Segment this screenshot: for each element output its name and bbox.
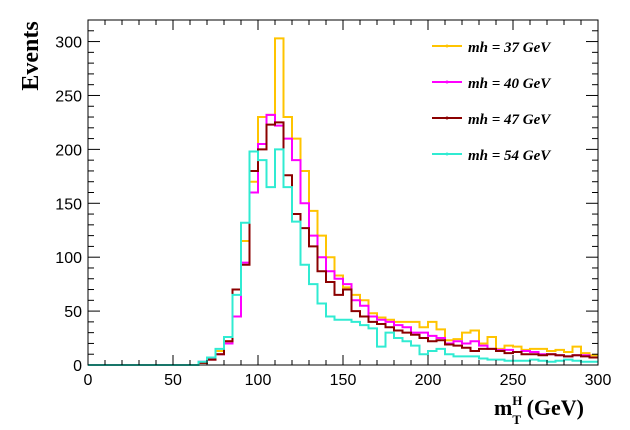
- x-tick-label: 50: [164, 372, 182, 389]
- legend-marker: [445, 80, 449, 84]
- x-tick-label: 150: [330, 372, 357, 389]
- x-axis-title-unit: (GeV): [521, 395, 584, 420]
- y-tick-label: 150: [55, 196, 82, 213]
- series-line-4: [88, 148, 598, 366]
- y-tick-label: 200: [55, 142, 82, 159]
- legend-marker: [445, 44, 449, 48]
- legend: mh = 37 GeV mh = 40 GeV mh = 47 GeV mh = 54…: [432, 40, 552, 164]
- x-tick-label: 300: [585, 372, 612, 389]
- x-axis-title: mH T (GeV): [494, 393, 584, 427]
- y-tick-label: 100: [55, 250, 82, 267]
- x-axis-ticks: 0 50 100 150 200 250 300: [84, 20, 612, 389]
- x-tick-label: 200: [415, 372, 442, 389]
- x-axis-title-sup: H: [512, 393, 522, 408]
- legend-marker: [445, 152, 449, 156]
- y-tick-label: 0: [73, 358, 82, 375]
- legend-marker: [445, 116, 449, 120]
- y-axis-title: Events: [18, 21, 44, 90]
- legend-label: mh = 54 GeV: [468, 148, 552, 164]
- y-axis-ticks: 0 50 100 150 200 250 300: [55, 19, 598, 375]
- series-layer: [88, 37, 598, 366]
- plot-frame: [87, 19, 599, 366]
- x-tick-label: 250: [500, 372, 527, 389]
- y-tick-label: 250: [55, 88, 82, 105]
- x-tick-label: 100: [245, 372, 272, 389]
- x-axis-title-sub: T: [512, 412, 521, 427]
- legend-label: mh = 47 GeV: [468, 112, 552, 128]
- x-axis-title-main: m: [494, 395, 512, 420]
- y-tick-label: 50: [64, 304, 82, 321]
- y-tick-label: 300: [55, 35, 82, 52]
- legend-label: mh = 37 GeV: [468, 40, 552, 56]
- legend-label: mh = 40 GeV: [468, 76, 552, 92]
- x-tick-label: 0: [84, 372, 93, 389]
